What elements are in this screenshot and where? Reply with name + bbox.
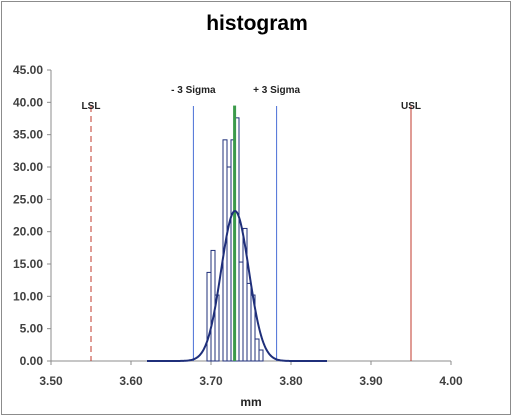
y-tick-label: 5.00 — [20, 322, 44, 336]
y-tick-label: 45.00 — [13, 63, 43, 77]
histogram-bar — [206, 271, 212, 362]
x-tick-label: 3.90 — [359, 374, 383, 388]
x-tick-label: 3.80 — [279, 374, 303, 388]
y-tick-label: 15.00 — [13, 257, 43, 271]
histogram-bar — [238, 261, 244, 362]
x-tick-label: 4.00 — [439, 374, 463, 388]
reference-line-label: USL — [401, 101, 421, 112]
plot-area: 0.00 5.00 10.00 15.00 20.00 25.00 30.00 35.00 40… — [13, 63, 463, 409]
histogram-bar — [258, 349, 264, 362]
y-tick-label: 25.00 — [13, 192, 43, 206]
y-tick-label: 40.00 — [13, 95, 43, 109]
reference-line-label: - 3 Sigma — [171, 85, 216, 96]
histogram-bar — [210, 249, 216, 362]
histogram-bar — [246, 282, 252, 362]
y-tick-label: 30.00 — [13, 160, 43, 174]
histogram-bar — [226, 166, 232, 362]
histogram-bar — [254, 338, 260, 362]
x-tick-label: 3.70 — [199, 374, 223, 388]
reference-line-label: LSL — [82, 101, 101, 112]
y-tick-label: 10.00 — [13, 289, 43, 303]
x-tick-label: 3.60 — [119, 374, 143, 388]
reference-line-label: + 3 Sigma — [253, 85, 300, 96]
x-axis-label: mm — [240, 395, 261, 409]
normal-curve — [147, 209, 327, 362]
mean-marker-bar — [233, 105, 237, 361]
chart-title: histogram — [206, 12, 308, 35]
x-tick-label: 3.50 — [39, 374, 63, 388]
y-tick-label: 20.00 — [13, 225, 43, 239]
y-tick-label: 35.00 — [13, 128, 43, 142]
y-tick-label: 0.00 — [20, 354, 44, 368]
